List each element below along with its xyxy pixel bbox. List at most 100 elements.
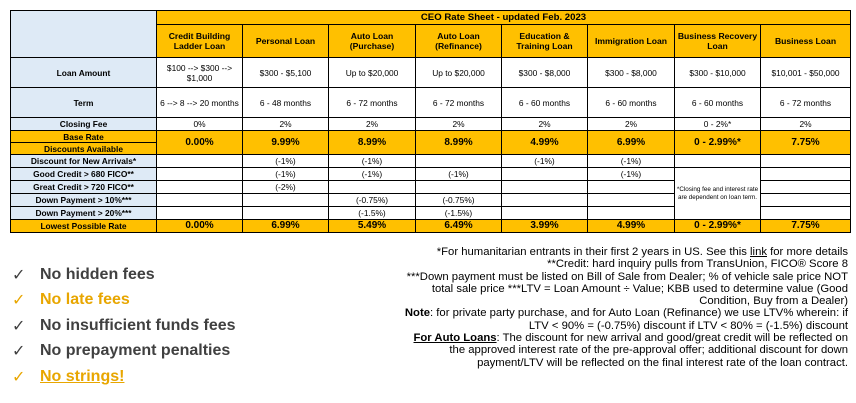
benefits-checklist: ✓ No hidden fees ✓ No late fees ✓ No ins…: [12, 262, 236, 390]
table-cell: 0.00%: [156, 219, 243, 233]
table-row-discount-new-arrivals: Discount for New Arrivals* (-1%) (-1%) (…: [10, 154, 852, 168]
table-cell: [156, 180, 243, 194]
column-header: Credit Building Ladder Loan: [156, 24, 243, 58]
table-cell: 0.00%: [156, 130, 243, 155]
table-cell: 8.99%: [415, 130, 502, 155]
row-label: Great Credit > 720 FICO**: [10, 180, 157, 194]
row-label: Loan Amount: [10, 57, 157, 88]
table-cell: (-2%): [242, 180, 329, 194]
checklist-item: ✓ No insufficient funds fees: [12, 313, 236, 339]
checklist-item: ✓ No late fees: [12, 288, 236, 314]
table-cell: [674, 154, 761, 168]
table-cell: 6 - 60 months: [501, 87, 588, 118]
check-icon: ✓: [12, 343, 26, 361]
table-cell: [501, 193, 588, 207]
table-cell: (-1%): [501, 154, 588, 168]
table-cell: 6.99%: [242, 219, 329, 233]
table-cell: [156, 193, 243, 207]
table-cell: 2%: [328, 117, 416, 131]
table-cell: 5.49%: [328, 219, 416, 233]
table-cell: [328, 180, 416, 194]
table-cell: [501, 167, 588, 181]
table-row-discounts-label: Discounts Available: [10, 142, 851, 155]
table-cell: 6 - 72 months: [328, 87, 416, 118]
down-payment-note: ***Down payment must be listed on Bill o…: [406, 270, 848, 308]
table-cell: 4.99%: [587, 219, 675, 233]
table-cell: 0 - 2.99%*: [674, 130, 761, 155]
table-cell: [242, 193, 329, 207]
row-label: Good Credit > 680 FICO**: [10, 167, 157, 181]
table-cell: $10,001 - $50,000: [759, 57, 852, 88]
table-cell: [759, 206, 852, 220]
column-header-row: Credit Building Ladder Loan Personal Loa…: [11, 24, 852, 58]
business-recovery-note: *Closing fee and interest rate are depen…: [674, 167, 761, 220]
column-header: Auto Loan (Refinance): [415, 24, 502, 58]
check-icon: ✓: [12, 317, 26, 335]
table-cell: (-1.5%): [415, 206, 502, 220]
table-cell: (-1%): [415, 167, 502, 181]
table-cell: (-1%): [587, 167, 675, 181]
footnotes: *For humanitarian entrants in their firs…: [398, 246, 848, 369]
table-row-base-rate: Base Rate 0.00% 9.99% 8.99% 8.99% 4.99% …: [10, 130, 852, 155]
checklist-item: ✓ No hidden fees: [12, 262, 236, 288]
table-cell: 6.99%: [587, 130, 675, 155]
row-label: Term: [10, 87, 157, 118]
table-cell: $300 - $8,000: [501, 57, 588, 88]
table-row-closing-fee: Closing Fee 0% 2% 2% 2% 2% 2% 0 - 2%* 2%: [10, 117, 852, 131]
table-cell: $300 - $5,100: [242, 57, 329, 88]
table-cell: 2%: [242, 117, 329, 131]
row-label-discounts: Discounts Available: [10, 142, 157, 155]
table-cell: $300 - $10,000: [674, 57, 761, 88]
details-link[interactable]: link: [750, 246, 767, 258]
table-cell: [415, 154, 502, 168]
checklist-text: No hidden fees: [40, 265, 155, 283]
table-cell: (-1%): [242, 167, 329, 181]
table-cell: 6 - 72 months: [415, 87, 502, 118]
table-row-term: Term 6 --> 8 --> 20 months 6 - 48 months…: [10, 87, 852, 118]
row-label: Discount for New Arrivals*: [10, 154, 157, 168]
row-label-base-rate: Base Rate: [10, 130, 157, 143]
no-strings-link[interactable]: No strings!: [40, 367, 125, 385]
auto-loans-note: For Auto Loans: The discount for new arr…: [413, 332, 849, 369]
table-cell: [156, 206, 243, 220]
table-cell: 6 - 48 months: [242, 87, 329, 118]
table-row-loan-amount: Loan Amount $100 --> $300 --> $1,000 $30…: [10, 57, 852, 88]
row-label: Closing Fee: [10, 117, 157, 131]
table-cell: 9.99%: [242, 130, 329, 155]
table-row-lowest-rate: Lowest Possible Rate 0.00% 6.99% 5.49% 6…: [10, 219, 852, 233]
checklist-text: No prepayment penalties: [40, 342, 231, 360]
table-cell: (-1%): [328, 154, 416, 168]
table-cell: (-1%): [587, 154, 675, 168]
row-label: Down Payment > 10%***: [10, 193, 157, 207]
table-cell: (-1%): [328, 167, 416, 181]
table-cell: 7.75%: [759, 219, 852, 233]
table-cell: [759, 167, 852, 181]
table-cell: $100 --> $300 --> $1,000: [156, 57, 243, 88]
table-cell: Up to $20,000: [415, 57, 502, 88]
table-cell: [156, 167, 243, 181]
table-cell: (-1.5%): [328, 206, 416, 220]
table-cell: 6 --> 8 --> 20 months: [156, 87, 243, 118]
table-cell: (-0.75%): [415, 193, 502, 207]
table-cell: 7.75%: [759, 130, 852, 155]
table-cell: 2%: [501, 117, 588, 131]
table-cell: [415, 180, 502, 194]
table-cell: [501, 206, 588, 220]
table-row-discount-good-credit: Good Credit > 680 FICO** (-1%) (-1%) (-1…: [10, 167, 852, 220]
table-cell: (-1%): [242, 154, 329, 168]
humanitarian-note: *For humanitarian entrants in their firs…: [436, 246, 848, 258]
table-cell: [587, 180, 675, 194]
table-cell: Up to $20,000: [328, 57, 416, 88]
column-header: Auto Loan (Purchase): [328, 24, 416, 58]
checklist-item-link[interactable]: ✓ No strings!: [12, 364, 236, 390]
table-row-down-payment-20: Down Payment > 20%*** (-1.5%) (-1.5%): [10, 206, 852, 220]
column-header: Immigration Loan: [587, 24, 675, 58]
column-header: Business Recovery Loan: [674, 24, 761, 58]
table-cell: 0%: [156, 117, 243, 131]
table-cell: 2%: [415, 117, 502, 131]
table-cell: [242, 206, 329, 220]
table-cell: 6 - 60 months: [674, 87, 761, 118]
table-cell: 2%: [759, 117, 852, 131]
table-cell: [759, 193, 852, 207]
table-cell: 6.49%: [415, 219, 502, 233]
